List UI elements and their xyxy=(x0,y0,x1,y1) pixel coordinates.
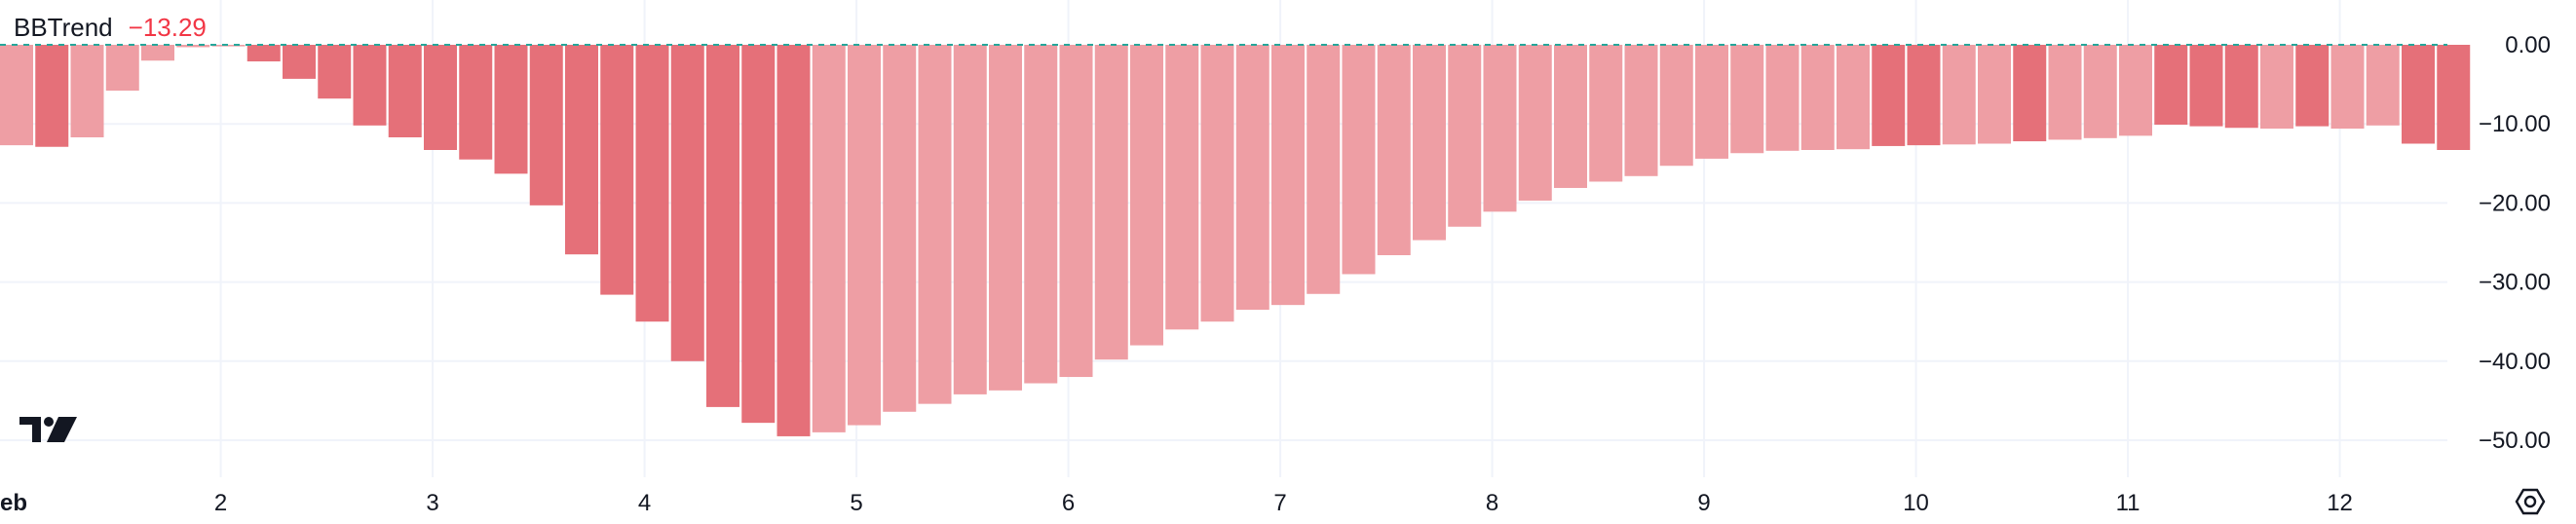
histogram-bar xyxy=(2402,45,2435,144)
histogram-bar xyxy=(1448,45,1482,227)
histogram-bar xyxy=(1483,45,1517,212)
histogram-bar xyxy=(2224,45,2258,129)
histogram-bar xyxy=(35,45,69,147)
histogram-bars xyxy=(0,45,2471,436)
x-tick-label: 2 xyxy=(214,490,227,516)
histogram-bar xyxy=(2189,45,2223,127)
histogram-bar xyxy=(1907,45,1941,146)
histogram-bar xyxy=(1518,45,1552,201)
histogram-bar xyxy=(1730,45,1764,154)
x-tick-label: 11 xyxy=(2116,490,2140,516)
histogram-bar xyxy=(989,45,1022,391)
histogram-bar xyxy=(1942,45,1976,145)
x-tick-label: 12 xyxy=(2327,490,2353,516)
x-tick-label: 6 xyxy=(1062,490,1075,516)
histogram-bar xyxy=(1765,45,1799,151)
histogram-bar xyxy=(1978,45,2011,144)
histogram-bar xyxy=(1624,45,1658,176)
histogram-bar xyxy=(176,45,210,48)
histogram-bar xyxy=(141,45,174,61)
histogram-bar xyxy=(1165,45,1199,330)
histogram-bar xyxy=(1377,45,1411,255)
histogram-bar xyxy=(2437,45,2471,150)
histogram-bar xyxy=(953,45,987,394)
y-tick-label: −40.00 xyxy=(2479,349,2551,375)
x-tick-label: 5 xyxy=(850,490,862,516)
x-tick-label: eb xyxy=(0,490,27,516)
histogram-bar xyxy=(635,45,669,322)
histogram-bar xyxy=(918,45,952,404)
histogram-bar xyxy=(2048,45,2082,140)
histogram-bar xyxy=(1872,45,1906,146)
histogram-bar xyxy=(1271,45,1305,306)
histogram-bar xyxy=(105,45,139,92)
histogram-bar xyxy=(246,45,281,62)
indicator-value: −13.29 xyxy=(128,13,207,42)
indicator-legend[interactable]: BBTrend −13.29 xyxy=(14,10,207,45)
histogram-bar xyxy=(1659,45,1693,167)
histogram-bar xyxy=(2330,45,2365,130)
histogram-bar xyxy=(283,45,316,79)
histogram-bar xyxy=(1800,45,1835,150)
histogram-bar xyxy=(424,45,457,150)
histogram-bar xyxy=(706,45,739,407)
histogram-bar xyxy=(812,45,846,432)
x-tick-label: 7 xyxy=(1273,490,1286,516)
histogram-bar xyxy=(1413,45,1446,241)
histogram-bar xyxy=(1024,45,1058,384)
histogram-bar xyxy=(2119,45,2152,136)
histogram-bar xyxy=(1130,45,1163,346)
y-tick-label: 0.00 xyxy=(2505,32,2551,58)
y-tick-label: −20.00 xyxy=(2479,190,2551,216)
histogram-bar xyxy=(459,45,493,160)
x-tick-label: 8 xyxy=(1486,490,1498,516)
x-tick-label: 3 xyxy=(426,490,438,516)
histogram-bar xyxy=(494,45,528,174)
histogram-bar xyxy=(318,45,352,99)
settings-hexagon-icon[interactable] xyxy=(2515,488,2546,515)
y-tick-label: −10.00 xyxy=(2479,111,2551,137)
histogram-bar xyxy=(1589,45,1623,182)
histogram-bar xyxy=(1200,45,1234,322)
indicator-name: BBTrend xyxy=(14,13,113,42)
histogram-bar xyxy=(777,45,811,436)
histogram-bar xyxy=(1342,45,1376,275)
histogram-bar xyxy=(2366,45,2400,126)
histogram-bar xyxy=(1307,45,1341,294)
y-tick-label: −30.00 xyxy=(2479,270,2551,296)
histogram-bar xyxy=(211,45,246,47)
histogram-bar xyxy=(1235,45,1269,311)
histogram-bar xyxy=(1837,45,1870,150)
histogram-bar xyxy=(0,45,33,146)
histogram-bar xyxy=(883,45,917,412)
tradingview-logo-icon[interactable] xyxy=(19,417,77,442)
histogram-bar xyxy=(70,45,104,138)
y-axis[interactable]: 0.00 −10.00 −20.00 −30.00 −40.00 −50.00 xyxy=(2479,32,2551,454)
histogram-bar xyxy=(2083,45,2117,138)
histogram-bar xyxy=(2260,45,2293,130)
histogram-bar xyxy=(670,45,704,361)
histogram-bar xyxy=(848,45,881,426)
histogram-bar xyxy=(1554,45,1587,188)
histogram-bar xyxy=(741,45,776,424)
histogram-bar xyxy=(1094,45,1128,360)
histogram-bar xyxy=(1059,45,1093,378)
histogram-bar xyxy=(565,45,598,255)
histogram-bar xyxy=(353,45,387,126)
histogram-bar xyxy=(2154,45,2188,126)
histogram-bar xyxy=(388,45,422,138)
x-tick-label: 9 xyxy=(1697,490,1710,516)
x-tick-label: 10 xyxy=(1903,490,1929,516)
x-tick-label: 4 xyxy=(638,490,651,516)
histogram-bar xyxy=(2013,45,2047,142)
x-axis[interactable]: eb 2 3 4 5 6 7 8 9 10 11 12 xyxy=(0,490,2353,516)
histogram-bar xyxy=(1695,45,1728,159)
histogram-bar xyxy=(2295,45,2330,127)
histogram-bar xyxy=(529,45,563,206)
histogram-bar xyxy=(600,45,634,295)
y-tick-label: −50.00 xyxy=(2479,428,2551,454)
